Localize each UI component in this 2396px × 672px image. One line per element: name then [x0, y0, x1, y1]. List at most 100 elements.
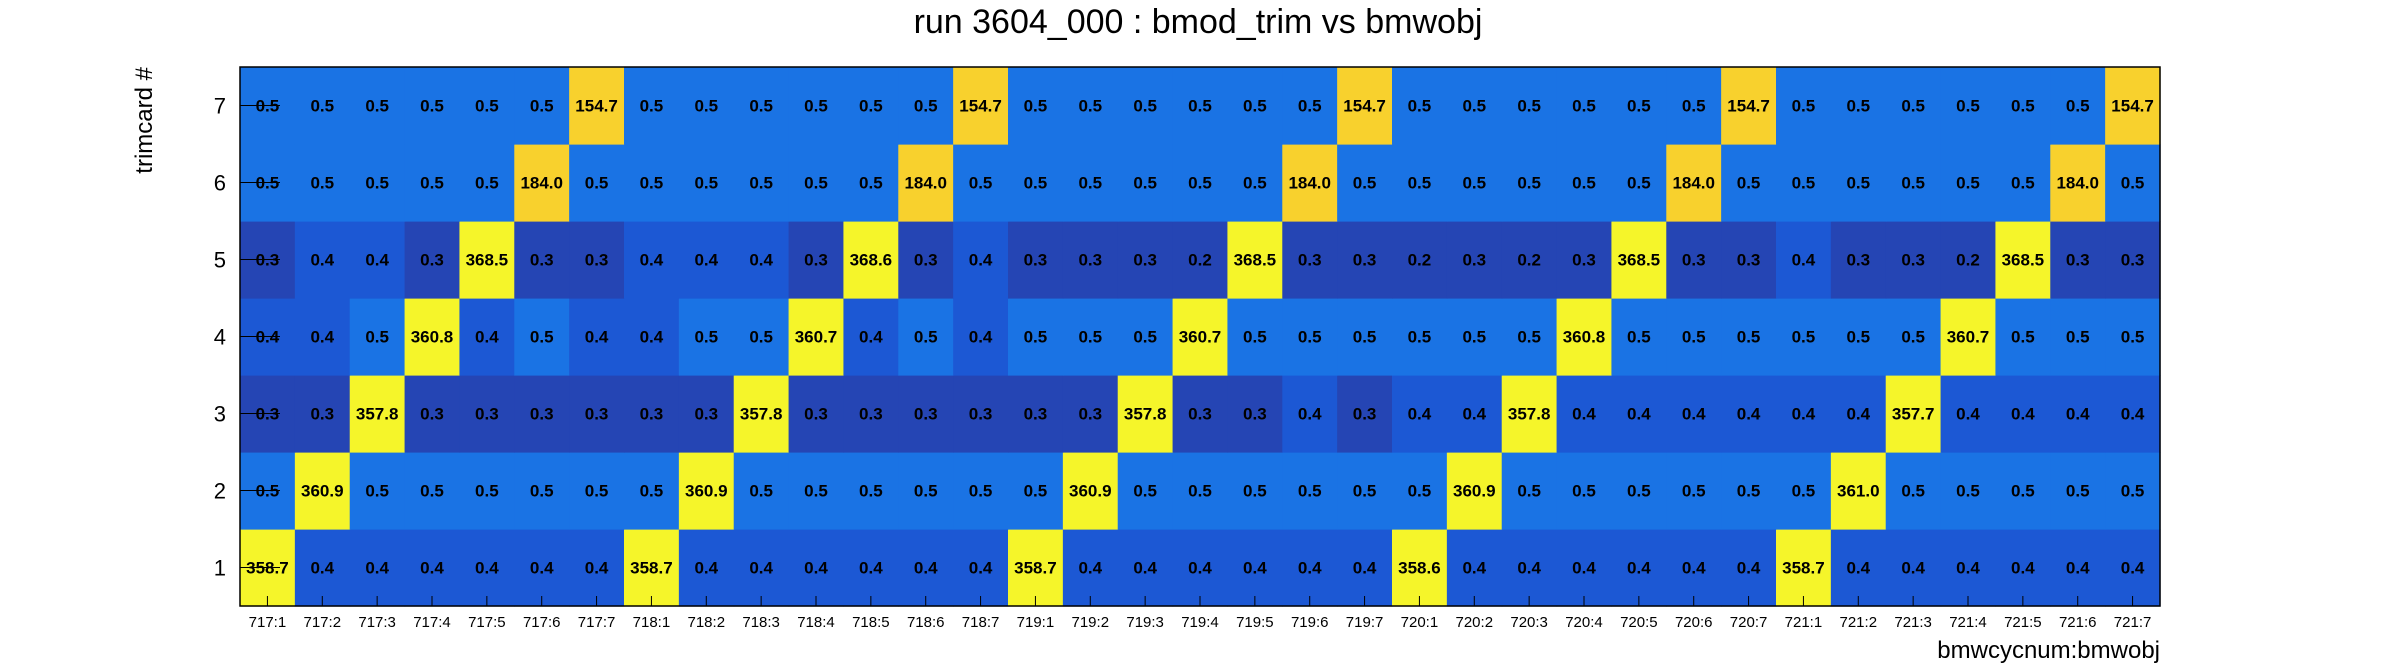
- heatmap-cell: [678, 452, 735, 530]
- cell-value-label: 0.5: [640, 482, 664, 501]
- heatmap-cell: [624, 452, 680, 530]
- cell-value-label: 357.8: [1124, 405, 1167, 424]
- heatmap-cell: [349, 67, 406, 145]
- x-tick-label: 717:1: [249, 614, 287, 631]
- heatmap-cell: [1446, 529, 1503, 607]
- cell-value-label: 0.5: [859, 174, 883, 193]
- heatmap-cell: [1172, 452, 1229, 530]
- heatmap-cell: [2105, 221, 2161, 299]
- heatmap-cell: [514, 375, 570, 453]
- cell-value-label: 0.4: [969, 328, 993, 347]
- cell-value-label: 0.5: [420, 174, 444, 193]
- heatmap-cell: [953, 298, 1009, 376]
- cell-value-label: 0.5: [1792, 174, 1816, 193]
- heatmap-cell: [624, 298, 680, 376]
- heatmap-cell: [1611, 298, 1667, 376]
- heatmap-cell: [788, 375, 845, 453]
- heatmap-cell: [404, 221, 461, 299]
- x-tick-label: 720:7: [1730, 614, 1768, 631]
- heatmap-cell: [459, 452, 515, 530]
- heatmap-cell: [2105, 375, 2161, 453]
- heatmap-cell: [459, 375, 515, 453]
- cell-value-label: 0.5: [2011, 328, 2035, 347]
- heatmap-cell: [1062, 529, 1119, 607]
- cell-value-label: 360.7: [1947, 328, 1990, 347]
- heatmap-cell: [1721, 529, 1777, 607]
- x-axis-ticks: 717:1 717:2 717:3 717:4 717:5 717:6 717:7 718:1…: [249, 596, 2151, 631]
- cell-value-label: 0.5: [1682, 482, 1706, 501]
- cell-value-label: 0.5: [1627, 328, 1651, 347]
- cell-value-label: 0.5: [914, 328, 938, 347]
- cell-value-label: 0.4: [969, 251, 993, 270]
- heatmap-cell: [1392, 298, 1448, 376]
- heatmap-cell: [1282, 67, 1338, 145]
- cell-value-label: 0.5: [1517, 97, 1541, 116]
- cell-value-label: 0.5: [1353, 328, 1377, 347]
- cell-value-label: 0.4: [749, 559, 773, 578]
- cell-value-label: 0.5: [1956, 482, 1980, 501]
- cell-value-label: 0.4: [1956, 405, 1980, 424]
- cell-value-label: 0.5: [1078, 97, 1102, 116]
- cell-value-label: 0.3: [585, 251, 609, 270]
- heatmap-cell: [1666, 529, 1722, 607]
- heatmap-cell: [1227, 67, 1283, 145]
- heatmap-cell: [1776, 452, 1832, 530]
- heatmap-cell: [953, 452, 1009, 530]
- x-tick-label: 720:4: [1565, 614, 1603, 631]
- cell-value-label: 0.5: [1846, 174, 1870, 193]
- x-tick-label: 718:6: [907, 614, 945, 631]
- cell-value-label: 0.4: [1846, 405, 1870, 424]
- heatmap-cell: [1008, 375, 1064, 453]
- heatmap-cell: [1117, 67, 1174, 145]
- heatmap-cell: [1995, 529, 2051, 607]
- y-tick-label: 5: [214, 248, 226, 273]
- heatmap-cell: [1995, 375, 2051, 453]
- cell-value-label: 0.3: [1024, 405, 1048, 424]
- cell-value-label: 0.3: [694, 405, 718, 424]
- x-tick-label: 721:3: [1894, 614, 1932, 631]
- cell-value-label: 0.5: [475, 482, 499, 501]
- heatmap-cell: [733, 67, 790, 145]
- cell-value-label: 0.3: [1078, 251, 1102, 270]
- heatmap-cell: [898, 221, 954, 299]
- cell-value-label: 0.5: [2011, 482, 2035, 501]
- cell-value-label: 0.5: [859, 97, 883, 116]
- x-tick-label: 719:5: [1236, 614, 1274, 631]
- cell-value-label: 0.5: [1901, 174, 1925, 193]
- heatmap-cell: [459, 144, 515, 222]
- y-axis-title: trimcard #: [131, 66, 158, 173]
- cell-value-label: 0.3: [1462, 251, 1486, 270]
- heatmap-cell: [1556, 298, 1613, 376]
- x-axis-title: bmwcycnum:bmwobj: [1937, 637, 2160, 664]
- cell-value-label: 0.5: [1353, 174, 1377, 193]
- cell-value-label: 0.5: [2121, 328, 2145, 347]
- cell-value-label: 0.5: [1517, 482, 1541, 501]
- cell-value-label: 0.5: [2011, 174, 2035, 193]
- cell-value-label: 0.5: [1188, 174, 1212, 193]
- heatmap-cell: [953, 529, 1009, 607]
- heatmap-cell: [1008, 67, 1064, 145]
- cell-value-label: 0.5: [2011, 97, 2035, 116]
- heatmap-cell: [2050, 144, 2106, 222]
- cell-value-label: 0.4: [2011, 559, 2035, 578]
- cell-value-label: 0.3: [1243, 405, 1267, 424]
- x-tick-label: 721:6: [2059, 614, 2097, 631]
- cell-value-label: 0.3: [1024, 251, 1048, 270]
- cell-value-label: 368.5: [466, 251, 509, 270]
- heatmap-cell: [1172, 375, 1229, 453]
- cell-value-label: 184.0: [520, 174, 563, 193]
- cell-value-label: 0.4: [1737, 559, 1761, 578]
- cell-value-label: 0.4: [310, 251, 334, 270]
- heatmap-cell: [514, 144, 570, 222]
- cell-value-label: 0.5: [530, 97, 554, 116]
- heatmap-cell: [1446, 67, 1503, 145]
- cell-value-label: 154.7: [575, 97, 618, 116]
- heatmap-cell: [843, 452, 899, 530]
- heatmap-cell: [1172, 67, 1229, 145]
- x-tick-label: 718:4: [797, 614, 835, 631]
- cell-value-label: 0.5: [2066, 328, 2090, 347]
- cell-value-label: 0.5: [1792, 97, 1816, 116]
- cell-value-label: 0.5: [2066, 482, 2090, 501]
- cell-value-label: 0.5: [1572, 97, 1596, 116]
- heatmap-cell: [1885, 529, 1942, 607]
